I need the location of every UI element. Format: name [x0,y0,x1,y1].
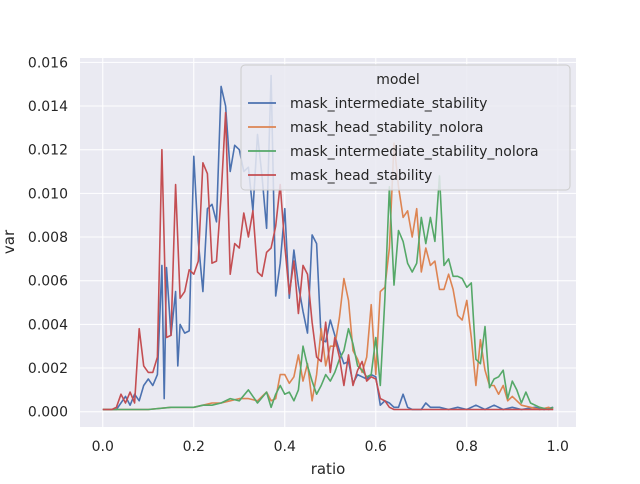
x-tick-label: 0.8 [456,439,478,455]
y-tick-label: 0.006 [28,274,68,290]
series-line-mask-intermediate-stability-nolora [102,175,554,411]
legend-label: mask_head_stability_nolora [290,120,484,136]
x-tick-label: 1.0 [547,439,569,455]
y-tick-label: 0.000 [28,405,68,421]
x-tick-label: 0.4 [274,439,296,455]
y-axis-label: var [0,229,18,254]
x-axis-label: ratio [311,460,346,478]
legend-title: model [376,72,420,88]
x-tick-label: 0.0 [92,439,114,455]
series-layer [102,74,554,411]
y-tick-label: 0.008 [28,230,68,246]
y-tick-label: 0.014 [28,99,68,115]
y-tick-label: 0.004 [28,317,68,333]
series-line-mask-intermediate-stability [102,74,554,411]
y-tick-label: 0.002 [28,361,68,377]
legend-items: mask_intermediate_stability mask_head_sta… [248,96,539,184]
y-tick-label: 0.012 [28,143,68,159]
legend-label: mask_intermediate_stability [290,96,487,112]
legend-box [240,64,571,191]
x-axis-ticks: 0.0 0.2 0.4 0.6 0.8 1.0 [92,439,569,455]
legend: model mask_intermediate_stability mask_he… [240,64,571,191]
x-tick-label: 0.2 [183,439,205,455]
legend-label: mask_intermediate_stability_nolora [290,144,539,160]
legend-label: mask_head_stability [290,168,432,184]
series-line-mask-head-stability [102,111,554,411]
x-tick-label: 0.6 [365,439,387,455]
y-tick-label: 0.016 [28,55,68,71]
y-tick-label: 0.010 [28,186,68,202]
y-axis-ticks: 0.000 0.002 0.004 0.006 0.008 0.010 0.012 0.014… [28,55,68,420]
